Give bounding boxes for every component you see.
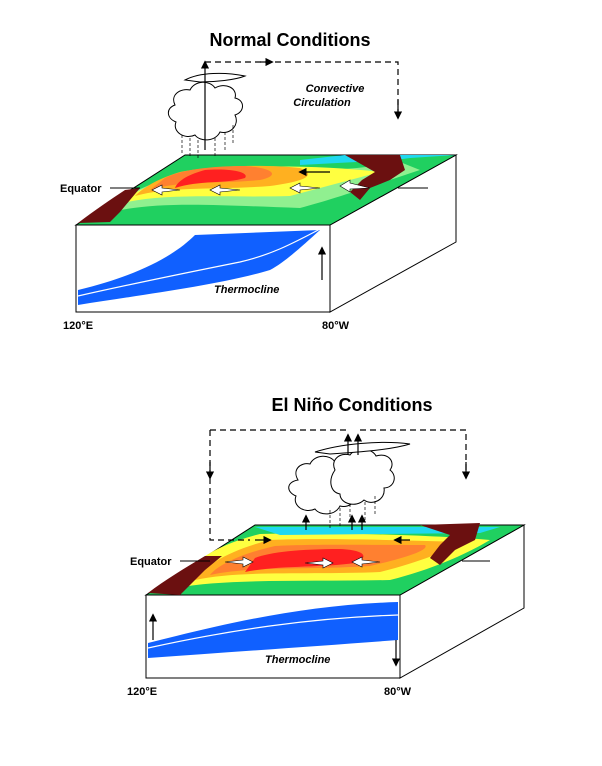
convective-label: Convective <box>306 83 365 95</box>
convection-cloud-normal <box>167 72 247 160</box>
west-longitude-normal: 120°E <box>63 320 93 332</box>
equator-label-normal: Equator <box>60 183 102 195</box>
el-nino-conditions-panel: El Niño Conditions <box>127 395 526 698</box>
thermocline-label-normal: Thermocline <box>214 284 279 296</box>
asia-land-normal <box>78 188 140 223</box>
convection-cloud-el-nino <box>288 441 411 528</box>
sea-surface-map-normal <box>74 154 458 226</box>
america-land-el-nino <box>420 523 480 565</box>
ocean-box-normal <box>75 154 457 313</box>
circulation-label: Circulation <box>293 97 351 109</box>
ocean-box-el-nino <box>145 524 525 679</box>
east-longitude-normal: 80°W <box>322 320 350 332</box>
trade-wind-arrows-normal <box>151 179 371 196</box>
sea-surface-map-el-nino <box>144 523 526 596</box>
deep-cold-water-normal <box>78 230 320 305</box>
convective-circulation-loop-normal <box>200 57 403 177</box>
convective-circulation-loop-el-nino <box>205 429 471 545</box>
east-longitude-el-nino: 80°W <box>384 686 412 698</box>
west-longitude-el-nino: 120°E <box>127 686 157 698</box>
wind-arrows-el-nino <box>224 556 381 569</box>
normal-conditions-panel: Normal Conditions <box>60 30 458 332</box>
equator-label-el-nino: Equator <box>130 556 172 568</box>
asia-land-el-nino <box>148 556 222 595</box>
thermocline-label-el-nino: Thermocline <box>265 654 330 666</box>
normal-title: Normal Conditions <box>210 30 371 50</box>
el-nino-title: El Niño Conditions <box>272 395 433 415</box>
deep-cold-water-el-nino <box>148 602 398 658</box>
